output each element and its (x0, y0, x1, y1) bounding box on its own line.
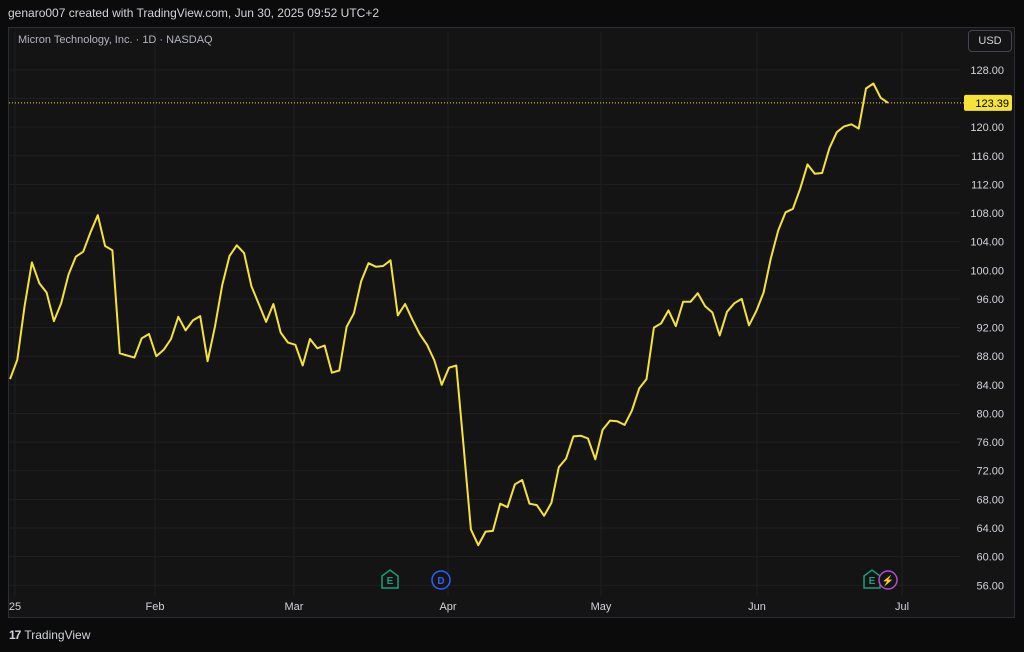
y-tick-label: 104.00 (970, 237, 1004, 249)
event-letter: ⚡ (882, 574, 894, 587)
x-tick-label: Mar (285, 601, 304, 613)
event-marker-earnings[interactable]: E (863, 569, 881, 589)
time-axis[interactable]: 25 Feb Mar Apr May Jun Jul (9, 601, 909, 613)
y-tick-label: 96.00 (976, 294, 1004, 306)
event-letter: E (387, 576, 394, 587)
event-letter: D (437, 576, 444, 587)
y-tick-label: 84.00 (976, 380, 1004, 392)
grid-lines (9, 32, 960, 596)
split-icon (878, 570, 898, 590)
event-markers[interactable]: E D E ⚡ (381, 569, 898, 590)
brand-name: TradingView (24, 628, 91, 642)
event-marker-dividend[interactable]: D (431, 570, 451, 590)
y-tick-label: 56.00 (976, 580, 1004, 592)
earnings-icon (381, 569, 399, 589)
last-price-text: 123.39 (975, 98, 1009, 110)
y-tick-label: 128.00 (970, 65, 1004, 77)
last-price-label: 123.39 (964, 94, 1012, 111)
dividend-icon (431, 570, 451, 590)
price-line (9, 82, 889, 547)
y-tick-label: 80.00 (976, 408, 1004, 420)
y-tick-label: 88.00 (976, 351, 1004, 363)
price-axis[interactable]: 56.00 60.00 64.00 68.00 72.00 76.00 80.00 84.00… (970, 65, 1004, 592)
price-series (9, 82, 889, 547)
y-tick-label: 112.00 (971, 179, 1004, 191)
y-tick-label: 116.00 (971, 151, 1004, 163)
x-tick-label: Jun (748, 601, 766, 613)
y-tick-label: 64.00 (976, 523, 1004, 535)
top-bar: genaro007 created with TradingView.com, … (0, 0, 1024, 26)
y-tick-label: 100.00 (970, 265, 1004, 277)
y-tick-label: 108.00 (970, 208, 1004, 220)
y-tick-label: 76.00 (976, 437, 1004, 449)
currency-button[interactable]: USD (968, 30, 1012, 52)
event-letter: E (869, 576, 876, 587)
y-tick-label: 72.00 (976, 466, 1004, 478)
x-tick-label: Apr (439, 601, 456, 613)
x-tick-label: Jul (895, 601, 909, 613)
y-tick-label: 60.00 (976, 552, 1004, 564)
y-tick-label: 120.00 (970, 122, 1004, 134)
event-marker-split[interactable]: ⚡ (878, 570, 898, 590)
x-tick-label: 25 (9, 601, 21, 613)
tradingview-logo[interactable]: 17 TradingView (9, 628, 90, 642)
symbol-title: Micron Technology, Inc. · 1D · NASDAQ (18, 34, 213, 46)
last-price-badge (964, 94, 1012, 111)
x-tick-label: Feb (146, 601, 165, 613)
tradingview-logo-icon: 17 (9, 628, 21, 642)
chart-caption: genaro007 created with TradingView.com, … (8, 6, 380, 20)
y-tick-label: 92.00 (976, 323, 1004, 335)
x-tick-label: May (591, 601, 612, 613)
event-marker-earnings[interactable]: E (381, 569, 399, 589)
y-tick-label: 68.00 (976, 494, 1004, 506)
